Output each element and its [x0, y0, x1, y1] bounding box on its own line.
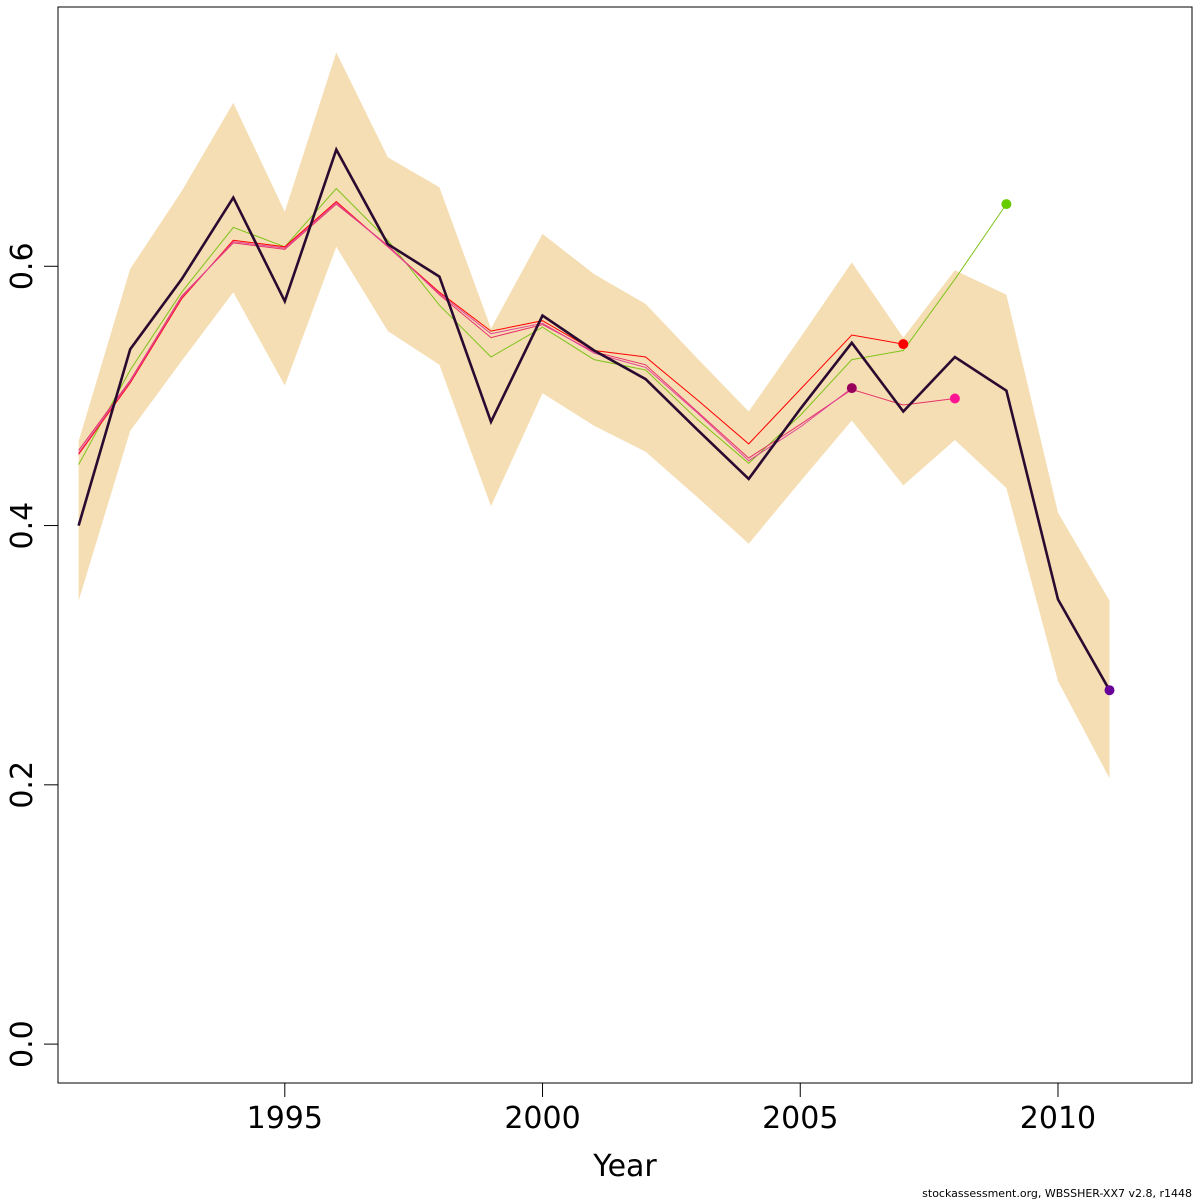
series-endpoint-2: [898, 339, 909, 350]
band-layer: [78, 52, 1110, 779]
series-line-5: [77, 146, 1111, 691]
series-layer: [77, 146, 1111, 691]
series-endpoint-5: [1104, 685, 1115, 696]
plot-frame: [57, 6, 1193, 1084]
x-axis: 1995 2000 2005 2010: [247, 1083, 1096, 1136]
x-tick-label: 2000: [504, 1101, 580, 1136]
x-tick-label: 2005: [762, 1101, 838, 1136]
endpoint-layer: [846, 199, 1115, 696]
series-endpoint-1: [1001, 199, 1012, 210]
confidence-band: [78, 52, 1110, 779]
series-endpoint-3: [949, 393, 960, 404]
series-line-4: [78, 202, 853, 462]
y-tick-label: 0.6: [5, 242, 40, 290]
footer-credit: stockassessment.org, WBSSHER-XX7 v2.8, r…: [922, 1187, 1192, 1200]
y-tick-label: 0.4: [5, 502, 40, 550]
x-tick-label: 2010: [1020, 1101, 1096, 1136]
series-line-1: [78, 187, 1007, 465]
series-endpoint-4: [846, 383, 857, 394]
y-tick-label: 0.0: [5, 1020, 40, 1068]
x-tick-label: 1995: [247, 1101, 323, 1136]
x-axis-title: Year: [592, 1149, 657, 1184]
series-line-3: [78, 203, 955, 459]
y-axis: 0.0 0.2 0.4 0.6: [5, 242, 58, 1068]
y-tick-label: 0.2: [5, 761, 40, 809]
